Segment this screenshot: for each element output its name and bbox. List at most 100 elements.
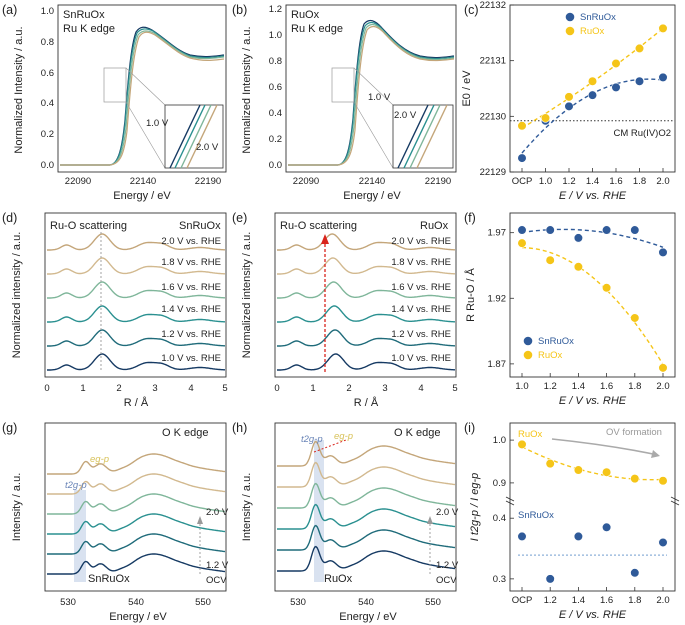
i-point-SnRuOx-4 (630, 568, 640, 578)
e-trace-3 (277, 305, 455, 323)
a-ytick-1: 0.2 (41, 129, 54, 140)
c-xtick-5: 1.8 (633, 176, 646, 187)
d-xtick-1: 1 (80, 383, 85, 394)
b-zoom-line-2 (353, 101, 394, 169)
b-ytick-6: 1.2 (269, 4, 282, 15)
panel-g-label: (g) (2, 421, 17, 435)
i-xtick-4: 1.8 (628, 595, 641, 606)
g-trace-4 (47, 533, 226, 555)
panel-g-sample: SnRuOx (88, 573, 130, 585)
c-point-SnRuOx-0 (517, 153, 527, 163)
h-shift-line (313, 439, 347, 453)
g-t2g-label: t2g-p (65, 480, 87, 491)
panel-b-label: (b) (232, 3, 247, 17)
c-point-RuOx-6 (658, 23, 668, 33)
c-point-SnRuOx-2 (564, 101, 574, 111)
panel-b-xticks: 22090 22140 22190 (293, 176, 451, 187)
panel-h-xticks: 530 540 550 (290, 597, 441, 608)
f-point-SnRuOx-0 (517, 225, 527, 235)
panel-i-label: (i) (464, 421, 475, 435)
e-trace-label-4: 1.2 V vs. RHE (391, 329, 451, 340)
f-ytick-2: 1.97 (488, 228, 507, 239)
g-v-bot: OCV (206, 575, 227, 586)
panel-f-frame (509, 212, 676, 378)
panel-a-ylabel: Normalized Intensity / a.u. (13, 26, 25, 153)
b-inset-v-low: 1.0 V (368, 92, 391, 103)
h-arrow-head (427, 516, 433, 524)
panel-e-frame (274, 212, 457, 378)
f-ylabel: R Ru-O / Å (464, 267, 477, 321)
f-fit-SnRuOx (521, 228, 664, 248)
i-break-right-1 (670, 496, 680, 502)
a-inset-v-high: 2.0 V (196, 142, 219, 153)
h-traces (277, 440, 456, 572)
f-point-SnRuOx-5 (658, 247, 668, 257)
panel-e-title: RuOx (420, 220, 449, 232)
i-bottom-ytick-1: 0.4 (493, 513, 506, 524)
g-trace-1 (47, 473, 226, 495)
panel-g-ylabel: Intensity / a.u. (11, 473, 23, 541)
f-xlabel: E / V vs. RHE (559, 395, 627, 407)
h-trace-0 (277, 440, 456, 467)
e-xtick-3: 3 (382, 383, 387, 394)
c-point-RuOx-3 (587, 76, 598, 86)
i-point-RuOx-2 (573, 465, 584, 475)
f-legend-label-RuOx: RuOx (538, 350, 563, 361)
panel-d-frame (44, 212, 227, 378)
d-trace-label-3: 1.4 V vs. RHE (161, 304, 221, 315)
b-ytick-3: 0.6 (269, 82, 282, 93)
g-trace-0 (47, 453, 226, 475)
h-eg-label: eg-p (334, 431, 353, 442)
g-trace-3 (47, 513, 226, 535)
h-trace-4 (277, 524, 456, 551)
i-point-RuOx-1 (545, 459, 555, 469)
g-xtick-0: 530 (60, 597, 76, 608)
i-point-RuOx-5 (658, 476, 668, 486)
panel-h-sample: RuOx (324, 573, 353, 585)
panel-f-label: (f) (464, 211, 476, 225)
g-trace-2 (47, 493, 226, 515)
h-trace-3 (277, 503, 456, 530)
b-inset-v-high: 2.0 V (394, 110, 417, 121)
c-ytick-1: 22130 (480, 111, 506, 122)
panel-d: (d) Ru-O scattering SnRuOx Normalized in… (2, 211, 228, 409)
b-inset-trace-2 (403, 104, 435, 169)
d-trace-5 (47, 353, 225, 371)
e-trace-label-1: 1.8 V vs. RHE (391, 257, 451, 268)
b-ytick-5: 1.0 (269, 30, 282, 41)
c-xtick-3: 1.4 (586, 176, 599, 187)
a-zoom-line-2 (125, 101, 166, 169)
d-trace-label-0: 2.0 V vs. RHE (161, 236, 221, 247)
panel-g: (g) O K edge SnRuOx Intensity / a.u. Ene… (2, 421, 229, 623)
h-v-top: 2.0 V (436, 507, 459, 518)
panel-h-frame (274, 422, 457, 592)
c-xtick-0: OCP (512, 176, 533, 187)
b-ytick-2: 0.4 (269, 108, 282, 119)
b-xtick-2: 22190 (425, 176, 451, 187)
panel-b-title-1: RuOx (291, 9, 320, 21)
c-reference-label: CM Ru(IV)O2 (613, 128, 671, 139)
panel-i: (i) 0.9 1.0 0.3 0.4 OCP 1.2 1.4 1.6 1.8 2.0 E / V v… (464, 421, 680, 621)
f-legend-marker-SnRuOx (523, 336, 533, 346)
a-inset-trace-1 (169, 104, 201, 169)
i-point-RuOx-0 (517, 439, 527, 449)
panel-g-title: O K edge (162, 427, 208, 439)
i-point-RuOx-3 (601, 467, 612, 477)
panel-h-title: O K edge (394, 427, 440, 439)
panel-b-ylabel: Normalized Intensity / a.u. (241, 26, 253, 153)
f-fit-RuOx (521, 246, 664, 365)
panel-a-title-2: Ru K edge (63, 23, 115, 35)
c-ytick-2: 22131 (480, 56, 506, 67)
b-inset-trace-4 (416, 104, 448, 169)
panel-b-xlabel: Energy / eV (343, 190, 401, 202)
i-series-label-RuOx: RuOx (518, 429, 543, 440)
f-point-SnRuOx-3 (601, 225, 612, 235)
panel-a-title-1: SnRuOx (63, 9, 105, 21)
f-ytick-1: 1.92 (488, 293, 507, 304)
i-ylabel: I t2g-p / I eg-p (469, 473, 481, 541)
c-point-RuOx-1 (540, 113, 551, 123)
c-ytick-3: 22132 (480, 0, 506, 11)
f-legend-label-SnRuOx: SnRuOx (538, 336, 574, 347)
d-trace-0 (47, 233, 225, 251)
d-trace-label-4: 1.2 V vs. RHE (161, 329, 221, 340)
